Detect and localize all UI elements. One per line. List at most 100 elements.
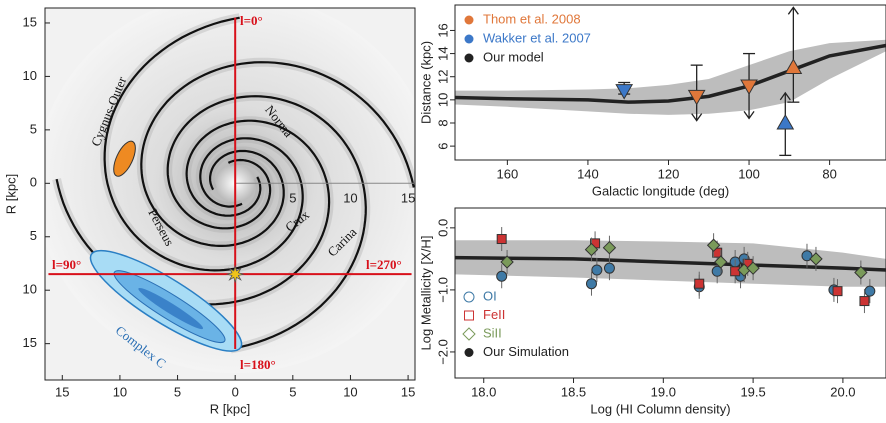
x-tick-label: 160 bbox=[497, 166, 519, 181]
point bbox=[801, 250, 813, 262]
map-frame bbox=[44, 7, 416, 381]
radial-tick-label: 10 bbox=[343, 191, 357, 206]
point bbox=[584, 242, 599, 257]
point bbox=[711, 265, 723, 277]
spiral-arm bbox=[166, 95, 367, 350]
point bbox=[500, 255, 514, 269]
sun bbox=[225, 264, 245, 284]
x-axis-label: Log (HI Column density) bbox=[590, 401, 730, 416]
y-tick-label: 8 bbox=[435, 119, 450, 126]
legend-label: Wakker et al. 2007 bbox=[483, 30, 591, 45]
x-tick-label: 18.0 bbox=[471, 384, 496, 399]
x-tick-label: 20.0 bbox=[830, 384, 855, 399]
point bbox=[730, 266, 741, 277]
x-tick-label: 19.0 bbox=[651, 384, 676, 399]
x-tick-label: 5 bbox=[289, 384, 296, 399]
legend-label: OI bbox=[483, 288, 497, 303]
y-tick-label: −1.0 bbox=[435, 277, 450, 303]
cygnus-outer-cloud bbox=[113, 140, 136, 177]
error-arrow bbox=[743, 110, 755, 120]
annotation: l=90° bbox=[52, 257, 81, 272]
x-axis-label: R [kpc] bbox=[210, 401, 250, 416]
point bbox=[462, 327, 476, 341]
point bbox=[740, 79, 758, 95]
complex-c-core bbox=[138, 287, 204, 330]
x-tick-label: 5 bbox=[174, 384, 181, 399]
annotation: l=180° bbox=[240, 357, 276, 372]
spiral-arm bbox=[55, 119, 331, 306]
x-tick-label: 10 bbox=[113, 384, 127, 399]
point bbox=[585, 278, 597, 290]
model-line bbox=[455, 255, 886, 272]
legend-label: Our Simulation bbox=[483, 344, 569, 359]
x-tick-label: 0 bbox=[232, 384, 239, 399]
y-tick-label: 15 bbox=[23, 14, 37, 29]
legend-label: Thom et al. 2008 bbox=[483, 11, 581, 26]
x-tick-label: 120 bbox=[658, 166, 680, 181]
point bbox=[714, 255, 728, 269]
spiral-arm bbox=[140, 61, 415, 247]
error-arrow bbox=[691, 113, 703, 122]
annotation: l=270° bbox=[366, 257, 402, 272]
y-tick-label: 0.0 bbox=[435, 219, 450, 237]
x-tick-label: 10 bbox=[343, 384, 357, 399]
point bbox=[832, 286, 843, 297]
model-band bbox=[455, 39, 886, 115]
y-axis-label: Log Metallicity [X/H] bbox=[418, 236, 433, 351]
error-arrow bbox=[779, 91, 791, 101]
axes-frame bbox=[454, 4, 886, 161]
point bbox=[706, 238, 721, 252]
radial-tick-label: 5 bbox=[289, 191, 296, 206]
x-tick-label: 19.5 bbox=[740, 384, 765, 399]
y-tick-label: 10 bbox=[435, 93, 450, 107]
y-tick-label: 16 bbox=[435, 23, 450, 37]
point bbox=[687, 89, 706, 106]
point bbox=[784, 58, 803, 74]
x-tick-label: 100 bbox=[738, 166, 760, 181]
x-axis-label: Galactic longitude (deg) bbox=[592, 183, 729, 198]
point bbox=[854, 265, 868, 280]
x-tick-label: 80 bbox=[822, 166, 836, 181]
legend-label: SiII bbox=[483, 325, 502, 340]
x-tick-label: 15 bbox=[401, 384, 415, 399]
point bbox=[776, 113, 795, 130]
y-tick-label: 6 bbox=[435, 143, 450, 150]
legend-marker bbox=[464, 53, 474, 63]
point bbox=[496, 234, 507, 245]
x-tick-label: 18.5 bbox=[561, 384, 586, 399]
point bbox=[496, 270, 508, 282]
y-tick-label: 10 bbox=[23, 282, 37, 297]
point bbox=[864, 285, 876, 297]
model-line bbox=[455, 43, 886, 104]
point bbox=[463, 291, 475, 303]
point bbox=[464, 310, 474, 321]
plot-area bbox=[455, 6, 886, 157]
point bbox=[809, 252, 823, 266]
y-tick-label: 10 bbox=[23, 68, 37, 83]
y-tick-label: −2.0 bbox=[435, 339, 450, 365]
error-arrow bbox=[787, 6, 799, 15]
point bbox=[694, 278, 705, 289]
y-axis-label: R [kpc] bbox=[3, 174, 18, 214]
x-tick-label: 15 bbox=[55, 384, 69, 399]
point bbox=[603, 262, 615, 274]
radial-tick-label: 15 bbox=[401, 191, 415, 206]
y-tick-label: 5 bbox=[30, 121, 37, 136]
legend-marker bbox=[464, 34, 474, 44]
legend-marker bbox=[464, 348, 474, 357]
axes-frame bbox=[454, 207, 886, 379]
legend-label: FeII bbox=[483, 307, 505, 322]
point bbox=[746, 261, 760, 275]
legend-label: Our model bbox=[483, 49, 544, 64]
point bbox=[602, 241, 617, 255]
point bbox=[591, 264, 603, 276]
x-tick-label: 140 bbox=[577, 166, 599, 181]
annotation: l=0° bbox=[240, 13, 263, 28]
plot-area bbox=[455, 227, 886, 314]
y-tick-label: 12 bbox=[435, 69, 450, 83]
legend-marker bbox=[464, 15, 474, 25]
y-tick-label: 14 bbox=[435, 46, 450, 60]
y-tick-label: 0 bbox=[30, 175, 37, 190]
